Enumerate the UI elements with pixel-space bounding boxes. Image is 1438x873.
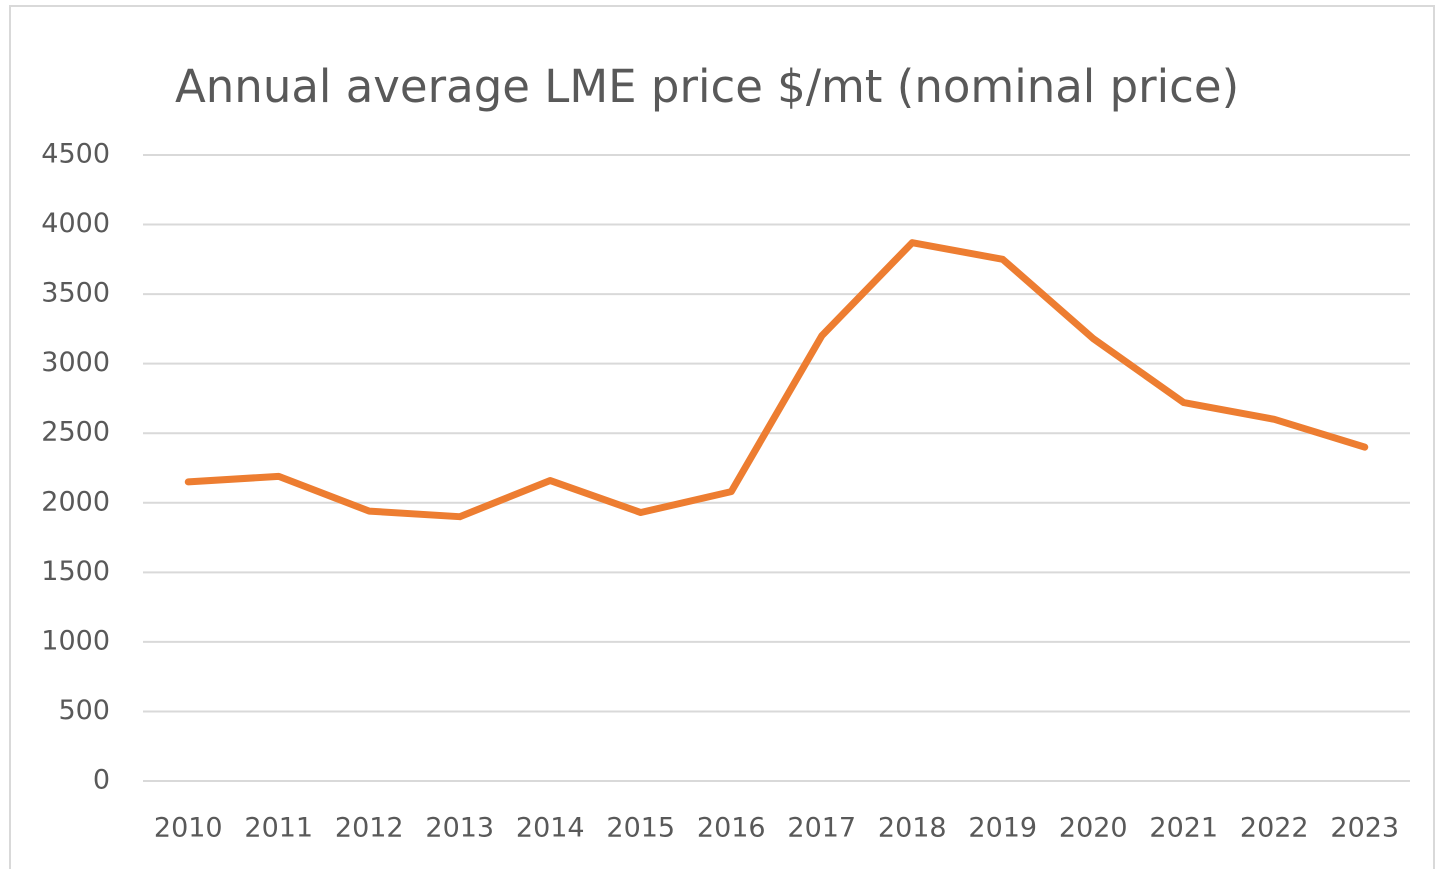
y-tick-label: 3500	[41, 278, 110, 309]
x-tick-label: 2017	[787, 813, 856, 844]
y-tick-label: 4500	[41, 139, 110, 170]
x-tick-label: 2010	[154, 813, 223, 844]
x-tick-label: 2022	[1240, 813, 1309, 844]
x-tick-label: 2019	[968, 813, 1037, 844]
x-tick-label: 2014	[516, 813, 585, 844]
chart-frame	[9, 5, 1435, 873]
x-tick-label: 2021	[1149, 813, 1218, 844]
y-tick-label: 3000	[41, 347, 110, 378]
x-tick-label: 2018	[878, 813, 947, 844]
x-tick-label: 2023	[1330, 813, 1399, 844]
y-tick-label: 0	[93, 765, 110, 796]
x-tick-label: 2011	[244, 813, 313, 844]
line-series	[184, 239, 1369, 521]
y-tick-label: 500	[58, 695, 110, 726]
y-tick-label: 1000	[41, 625, 110, 656]
x-tick-label: 2013	[425, 813, 494, 844]
y-tick-label: 2500	[41, 417, 110, 448]
x-tick-label: 2015	[606, 813, 675, 844]
x-tick-label: 2020	[1059, 813, 1128, 844]
y-tick-label: 4000	[41, 208, 110, 239]
x-tick-label: 2016	[697, 813, 766, 844]
y-tick-label: 1500	[41, 556, 110, 587]
chart-title: Annual average LME price $/mt (nominal p…	[175, 60, 1239, 113]
y-tick-label: 2000	[41, 486, 110, 517]
x-tick-label: 2012	[335, 813, 404, 844]
